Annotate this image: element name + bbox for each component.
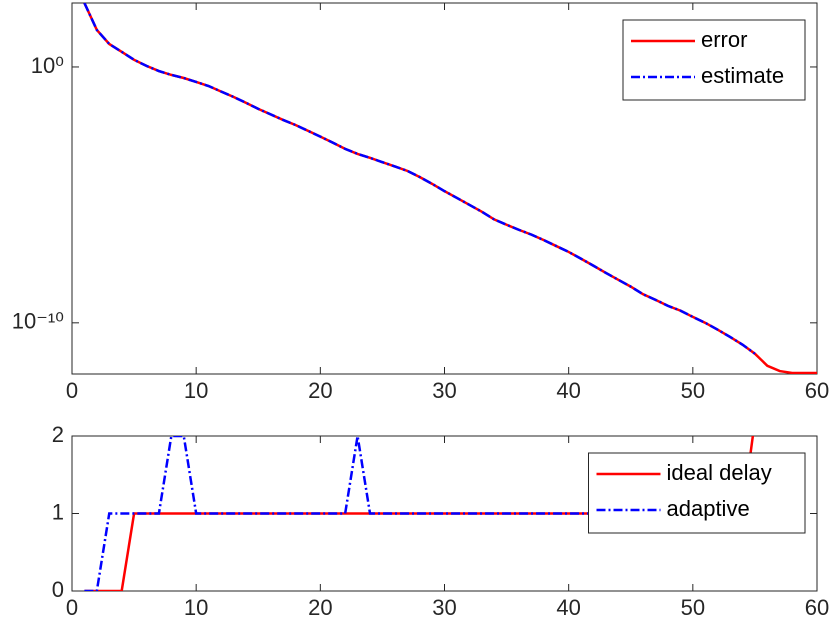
chart: 0 10 20 30 40 50 60 0 1 2 ideal delay adaptive xyxy=(52,422,829,620)
legend-label: estimate xyxy=(701,63,784,88)
legend-box xyxy=(588,452,806,534)
x-tick-label: 50 xyxy=(681,378,705,403)
y-tick-label: 1 xyxy=(52,499,64,524)
x-tick-label: 60 xyxy=(805,378,829,403)
series-line xyxy=(83,3,756,355)
y-tick-label: 10⁰ xyxy=(31,53,64,78)
x-tick-label: 20 xyxy=(308,378,332,403)
x-tick-label: 0 xyxy=(66,595,78,620)
x-tick-label: 60 xyxy=(805,595,829,620)
legend: ideal delay adaptive xyxy=(588,452,806,534)
x-tick-label: 0 xyxy=(66,378,78,403)
x-tick-label: 50 xyxy=(681,595,705,620)
x-tick-label: 30 xyxy=(432,595,456,620)
legend-label: adaptive xyxy=(667,496,750,521)
y-tick-label: 2 xyxy=(52,422,64,447)
x-tick-label: 40 xyxy=(556,378,580,403)
legend-label: error xyxy=(701,27,747,52)
legend-box xyxy=(622,19,806,101)
x-tick-label: 30 xyxy=(432,378,456,403)
x-tick-label: 40 xyxy=(556,595,580,620)
legend: error estimate xyxy=(622,19,806,101)
x-tick-label: 20 xyxy=(308,595,332,620)
legend-label: ideal delay xyxy=(667,460,772,485)
chart: 0 10 20 30 40 50 60 10⁻¹⁰ 10⁰ error estimate xyxy=(12,2,829,403)
y-tick-label: 10⁻¹⁰ xyxy=(12,309,64,334)
x-tick-label: 10 xyxy=(184,595,208,620)
y-tick-label: 0 xyxy=(52,577,64,602)
x-tick-label: 10 xyxy=(184,378,208,403)
